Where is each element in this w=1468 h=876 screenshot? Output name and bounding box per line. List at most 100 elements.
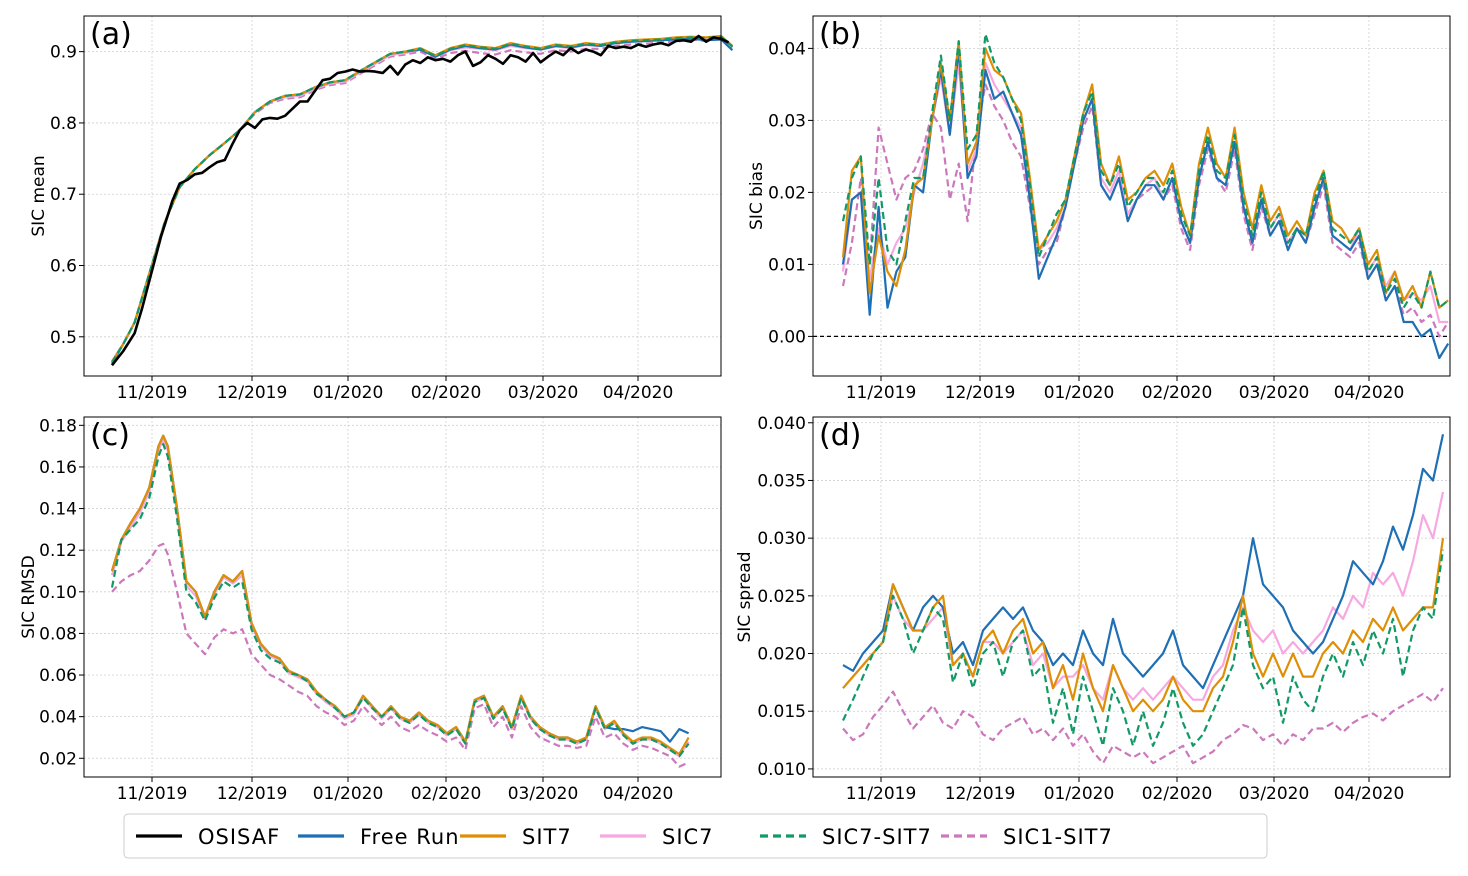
y-axis-label-c: SIC RMSD	[19, 555, 39, 638]
y-tick-label: 0.8	[50, 114, 77, 134]
x-tick-label: 11/2019	[846, 784, 917, 804]
series-line-sit7	[842, 538, 1445, 713]
x-tick-label: 11/2019	[117, 383, 188, 403]
series-line-free-run	[111, 37, 734, 365]
series-line-sic7-sit7	[842, 549, 1445, 747]
legend-frame	[123, 813, 1268, 859]
series-line-free-run	[842, 434, 1445, 690]
x-tick-label: 03/2020	[508, 784, 579, 804]
series-line-sic7	[111, 35, 734, 362]
legend-label: SIC7	[662, 825, 714, 849]
y-tick-label: 0.035	[757, 471, 806, 491]
y-tick-label: 0.9	[50, 43, 77, 63]
series-line-sit7	[841, 40, 1449, 309]
series-line-osisaf	[110, 34, 730, 367]
grid-d	[813, 417, 1450, 777]
series-layer-a	[110, 34, 734, 367]
tick-layer-b: 0.00 0.01 0.02 0.03 0.04 11/2019 12/2019 01/202…	[768, 39, 1404, 403]
y-tick-label: 0.16	[39, 458, 77, 478]
y-tick-label: 0.015	[757, 702, 806, 722]
x-tick-label: 04/2020	[603, 383, 674, 403]
panel-d: 0.010 0.015 0.020 0.025 0.030 0.035 0.040 11/20…	[735, 414, 1451, 804]
plot-frame-b	[812, 15, 1451, 377]
panel-label-a: (a)	[90, 17, 132, 52]
x-tick-label: 01/2020	[313, 784, 384, 804]
y-tick-label: 0.01	[768, 255, 806, 275]
x-tick-label: 02/2020	[1142, 784, 1213, 804]
series-line-sic1-sit7	[841, 83, 1450, 338]
x-tick-label: 12/2019	[945, 784, 1016, 804]
x-tick-label: 04/2020	[1334, 784, 1405, 804]
series-layer-b	[813, 32, 1450, 360]
y-axis-label-a: SIC mean	[29, 155, 49, 236]
legend: OSISAF Free Run SIT7 SIC7 SIC7-SIT7 SIC1-SIT7	[123, 813, 1268, 859]
panel-c: 0.02 0.04 0.06 0.08 0.10 0.12 0.14 0.16 0.18 11/2…	[19, 416, 722, 804]
tick-layer-d: 0.010 0.015 0.020 0.025 0.030 0.035 0.040 11/20…	[757, 414, 1404, 804]
y-tick-label: 0.18	[39, 416, 77, 436]
legend-label: SIC1-SIT7	[1003, 825, 1113, 849]
series-line-sic7-sit7	[110, 443, 690, 758]
x-tick-label: 12/2019	[945, 383, 1016, 403]
legend-label: SIC7-SIT7	[822, 825, 932, 849]
panel-label-b: (b)	[819, 17, 861, 52]
y-tick-label: 0.03	[768, 111, 806, 131]
series-line-sit7	[110, 434, 690, 756]
x-tick-label: 12/2019	[217, 383, 288, 403]
y-tick-label: 0.08	[39, 624, 77, 644]
y-tick-label: 0.020	[757, 645, 806, 665]
y-tick-label: 0.5	[50, 328, 77, 348]
panel-label-c: (c)	[90, 418, 130, 453]
series-line-sic7-sit7	[111, 35, 734, 364]
legend-label: SIT7	[522, 825, 572, 849]
x-tick-label: 04/2020	[1334, 383, 1405, 403]
plot-frame-d	[812, 416, 1451, 778]
series-line-sic1-sit7	[842, 687, 1444, 765]
y-tick-label: 0.7	[50, 185, 77, 205]
y-tick-label: 0.04	[768, 39, 806, 59]
x-tick-label: 12/2019	[217, 784, 288, 804]
grid-c	[84, 417, 721, 777]
x-tick-label: 02/2020	[411, 784, 482, 804]
legend-label: OSISAF	[198, 825, 280, 849]
y-tick-label: 0.025	[757, 587, 806, 607]
y-tick-label: 0.14	[39, 500, 77, 520]
x-tick-label: 03/2020	[1239, 784, 1310, 804]
x-tick-label: 04/2020	[603, 784, 674, 804]
x-tick-label: 01/2020	[313, 383, 384, 403]
x-tick-label: 01/2020	[1044, 383, 1115, 403]
y-axis-label-d: SIC spread	[735, 551, 755, 642]
grid-a	[84, 16, 721, 376]
legend-label: Free Run	[360, 825, 460, 849]
series-line-free-run	[841, 47, 1450, 360]
series-layer-d	[842, 434, 1445, 765]
y-tick-label: 0.12	[39, 541, 77, 561]
y-tick-label: 0.02	[39, 749, 77, 769]
x-tick-label: 03/2020	[1239, 383, 1310, 403]
y-tick-label: 0.010	[757, 760, 806, 780]
series-line-free-run	[110, 434, 690, 743]
y-tick-label: 0.040	[757, 414, 806, 434]
tick-layer-a: 0.5 0.6 0.7 0.8 0.9 11/2019 12/2019 01/2020 02/2…	[50, 43, 673, 403]
y-axis-label-b: SIC bias	[747, 162, 767, 230]
series-line-sic1-sit7	[111, 37, 734, 363]
y-tick-label: 0.06	[39, 666, 77, 686]
x-tick-label: 01/2020	[1044, 784, 1115, 804]
y-tick-label: 0.10	[39, 583, 77, 603]
x-tick-label: 11/2019	[117, 784, 188, 804]
series-layer-c	[110, 434, 690, 768]
series-line-sit7	[111, 34, 734, 363]
y-tick-label: 0.030	[757, 529, 806, 549]
x-tick-label: 03/2020	[508, 383, 579, 403]
y-tick-label: 0.02	[768, 183, 806, 203]
plot-frame-c	[83, 416, 722, 778]
panel-label-d: (d)	[819, 418, 861, 453]
panel-b: 0.00 0.01 0.02 0.03 0.04 11/2019 12/2019 01/202…	[747, 15, 1451, 403]
legend-items: OSISAF Free Run SIT7 SIC7 SIC7-SIT7 SIC1-SIT7	[136, 825, 1113, 849]
x-tick-label: 02/2020	[1142, 383, 1213, 403]
x-tick-label: 11/2019	[846, 383, 917, 403]
series-line-sic7-sit7	[841, 32, 1449, 309]
panel-a: 0.5 0.6 0.7 0.8 0.9 11/2019 12/2019 01/2020 02/2…	[29, 15, 734, 403]
y-tick-label: 0.6	[50, 257, 77, 277]
y-tick-label: 0.00	[768, 327, 806, 347]
